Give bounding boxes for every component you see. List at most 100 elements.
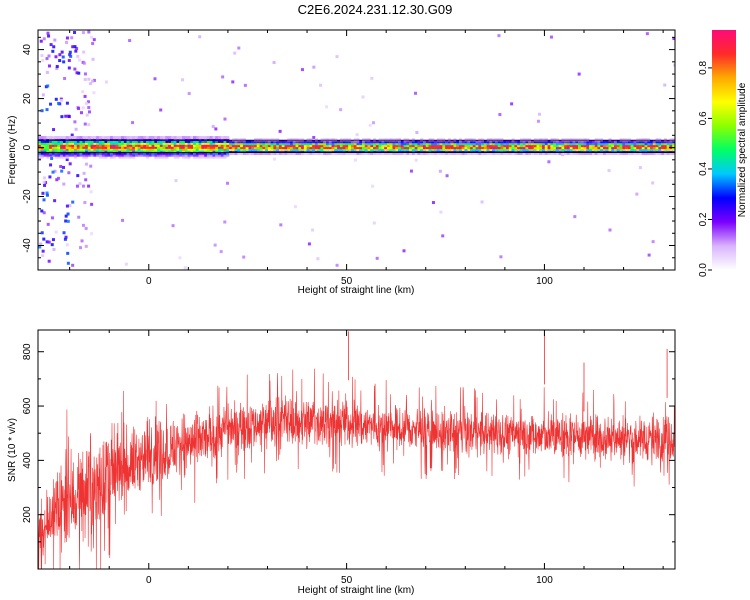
spectrogram-cell [259,151,263,155]
spectrogram-cell [517,146,521,150]
spectrogram-cell [500,138,504,142]
spectrogram-cell [555,140,559,144]
spectrogram-cell [345,144,349,148]
spectrogram-cell [414,142,418,146]
spectrogram-cell [165,145,169,149]
spectrogram-cell [287,142,291,146]
spectrogram-cell [633,140,637,144]
spectrogram-cell [317,146,321,150]
spectrogram-cell [353,140,357,144]
spectrogram-cell [51,151,55,155]
spectrogram-cell [611,151,615,155]
spectrogram-cell [400,146,404,150]
spectrogram-cell [470,148,474,152]
spectrogram-cell [398,144,402,148]
spectrogram-cell [386,142,390,146]
colorbar-axis: 0.00.20.40.60.8 [698,61,712,277]
spectrogram-cell [339,144,343,148]
spectrogram-cell [564,146,568,150]
spectrogram-cell [284,142,288,146]
spectrogram-cell [506,142,510,146]
spectrogram-cell [478,144,482,148]
spectrogram-cell [220,143,224,147]
spectrogram-cell [49,151,53,155]
spectrogram-cell [79,149,83,153]
spectrogram-cell [74,138,78,141]
spectrogram-cell [323,144,327,148]
spectrogram-cell [123,138,127,141]
spectrogram-cell [237,142,241,146]
spectrogram-cell [528,151,532,155]
spectrogram-cell [475,151,479,155]
spectrogram-cell [151,139,155,143]
spectrogram-cell [123,153,127,157]
spectrogram-cell [370,142,374,146]
spectrogram-cell [362,146,366,150]
spectrogram-cell [326,151,330,155]
spectrogram-cell [519,138,523,142]
spectrogram-cell [112,143,116,147]
spectrogram-cell [209,147,213,151]
spectrogram-cell [168,153,172,157]
spectrogram-cell [303,144,307,148]
spectrogram-cell [522,140,526,144]
spectrogram-cell [420,151,424,155]
spectrogram-cell [503,151,507,155]
spectrogram-cell [87,184,91,188]
spectrogram-cell [511,140,515,144]
spectrogram-cell [215,155,219,159]
spectrogram-cell [445,148,449,152]
spectrogram-cell [68,53,72,57]
spectrogram-cell [104,155,108,159]
spectrogram-cell [259,148,263,152]
spectrogram-cell [641,146,645,150]
spectrogram-cell [193,153,197,157]
spectrogram-cell [209,149,213,153]
spectrogram-cell [154,143,158,147]
spectrogram-cell [267,142,271,146]
spectrogram-cell [190,147,194,151]
spectrogram-cell [575,142,579,146]
spectrogram-cell [494,146,498,150]
spectrogram-cell [320,148,324,152]
spectrogram-cell [323,146,327,150]
spectrogram-cell [112,138,116,141]
spectrogram-cell [51,149,55,153]
spectrogram-cell [42,198,46,202]
spectrogram-cell [178,256,182,260]
spectrogram-cell [87,143,91,147]
spectrogram-cell [436,148,440,152]
spectrogram-cell [65,143,69,147]
spectrogram-cell [614,144,618,148]
spectrogram-cell [486,150,490,153]
spectrogram-cell [625,142,629,146]
spectrogram-cell [206,139,210,143]
spectrogram-cell [500,150,504,153]
spectrogram-cell [67,171,71,175]
spectrogram-cell [49,139,53,143]
y-tick-label: 200 [22,506,33,523]
spectrogram-cell [101,155,105,159]
spectrogram-cell [62,138,66,141]
spectrogram-cell [389,146,393,150]
spectrogram-cell [219,250,223,254]
spectrogram-cell [71,145,75,149]
spectrogram-cell [104,149,108,153]
spectrogram-cell [569,144,573,148]
spectrogram-cell [38,147,41,151]
spectrogram-cell [550,146,554,150]
spectrogram-cell [672,142,675,146]
spectrogram-cell [301,140,305,144]
spectrogram-cell [176,138,180,141]
spectrogram-cell [514,144,518,148]
spectrogram-cell [398,146,402,150]
spectrogram-cell [110,143,114,147]
spectrogram-cell [544,150,548,153]
spectrogram-cell [57,138,61,141]
spectrogram-cell [240,144,244,148]
spectrogram-cell [182,139,186,143]
spectrogram-cell [550,150,554,153]
spectrogram-cell [290,151,294,155]
spectrogram-cell [187,147,191,151]
spectrogram-cell [337,146,341,150]
